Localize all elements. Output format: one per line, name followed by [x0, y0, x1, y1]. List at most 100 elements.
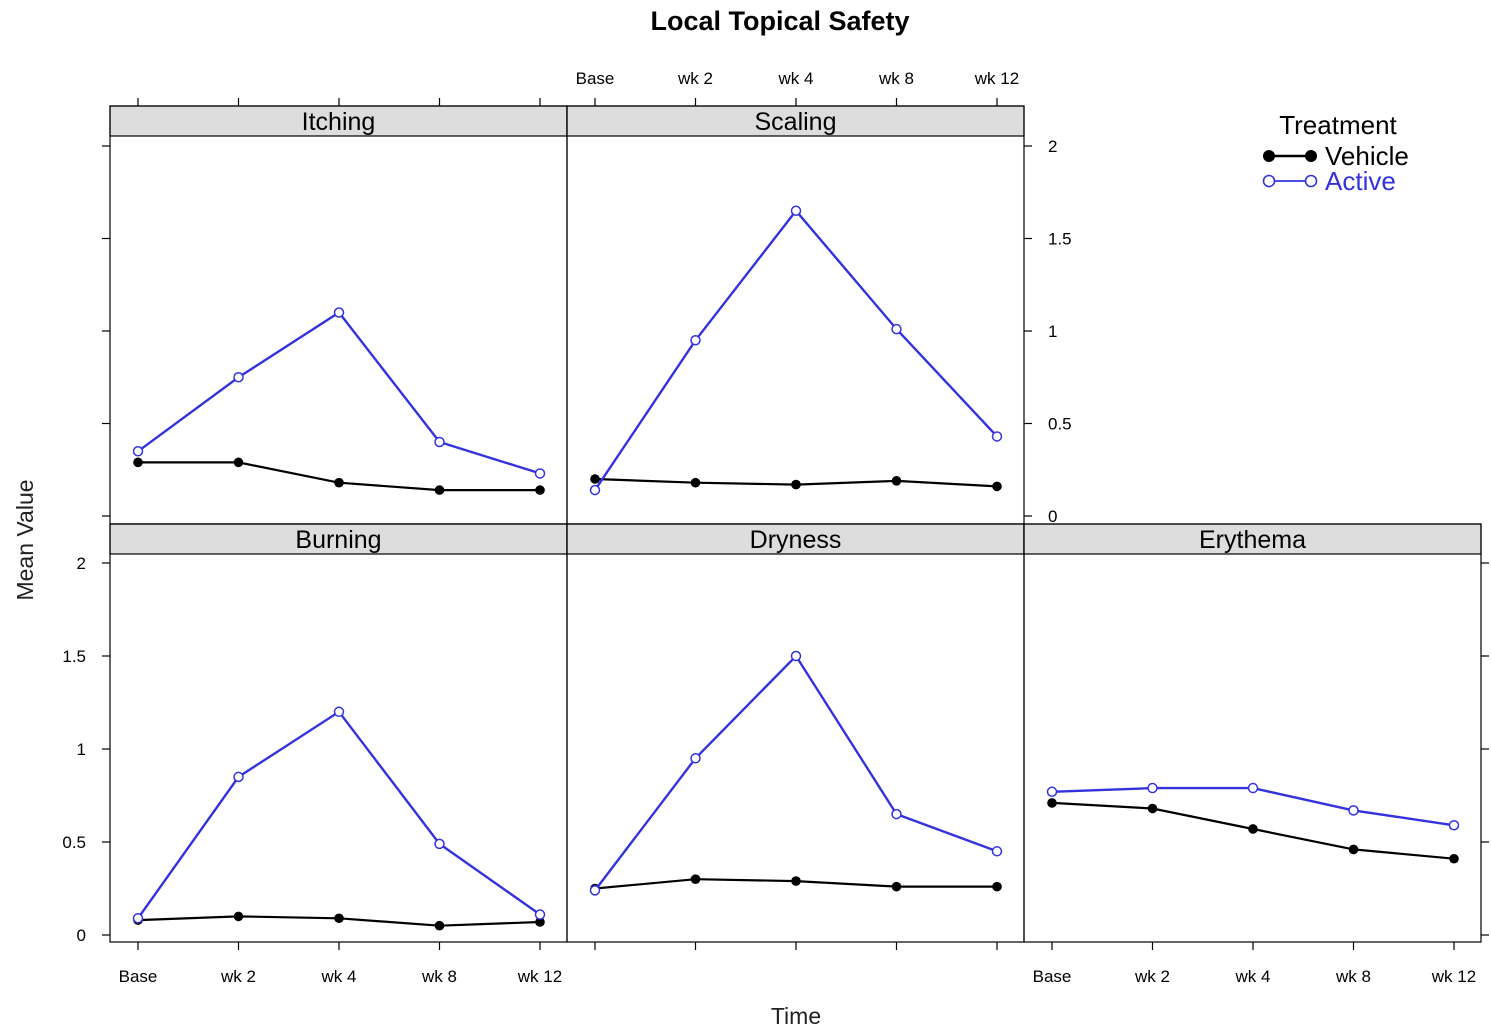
y-tick-label: 0: [1048, 507, 1057, 526]
point-active: [690, 753, 701, 764]
legend-marker: [1262, 174, 1276, 188]
x-axis-title: Time: [771, 1003, 821, 1029]
x-tick-label: Base: [576, 69, 615, 88]
legend-item-vehicle: Vehicle: [1263, 141, 1409, 171]
point-vehicle: [1348, 844, 1359, 855]
strip-itching: [109, 105, 568, 137]
point-vehicle: [891, 476, 902, 486]
chart-title: Local Topical Safety: [650, 6, 909, 36]
point-vehicle: [133, 457, 143, 468]
series-line-active: [137, 310, 541, 475]
point-active: [790, 650, 802, 662]
panel-burning: Burning: [109, 523, 568, 943]
legend-marker: [1305, 150, 1317, 162]
point-vehicle: [992, 481, 1002, 492]
point-vehicle: [590, 474, 600, 484]
point-active: [132, 913, 144, 924]
strip-label-erythema: Erythema: [1199, 526, 1306, 554]
point-vehicle: [535, 485, 545, 495]
x-tick-label: wk 8: [1335, 967, 1371, 986]
point-vehicle: [1449, 853, 1459, 864]
panel-frame: [566, 105, 1025, 525]
x-tick-label: wk 2: [220, 967, 256, 986]
point-vehicle: [233, 911, 244, 922]
y-tick-label: 1: [1048, 322, 1057, 341]
y-tick-label: 0: [77, 926, 86, 945]
point-active: [333, 307, 345, 318]
point-active: [690, 335, 701, 346]
y-tick-label: 1.5: [62, 647, 86, 666]
point-vehicle: [334, 477, 344, 488]
x-tick-label: Base: [1033, 967, 1072, 986]
point-vehicle: [791, 479, 801, 490]
axes: Base wk 2 wk 4 wk 8 wk 12 Base wk 2 wk 4 wk 8 wk …: [62, 69, 1489, 986]
point-active: [1247, 782, 1259, 794]
point-vehicle: [334, 913, 344, 924]
point-active: [132, 446, 144, 457]
x-tick-label: wk 4: [321, 967, 357, 986]
legend-marker: [1263, 150, 1275, 162]
x-tick-label: wk 12: [1431, 967, 1476, 986]
point-active: [1348, 805, 1359, 816]
legend-item-active: Active: [1262, 166, 1396, 196]
y-tick-label: 0.5: [62, 833, 86, 852]
point-vehicle: [1147, 803, 1158, 814]
point-active: [891, 808, 902, 820]
x-tick-label: wk 4: [778, 69, 814, 88]
point-active: [1046, 786, 1058, 798]
point-vehicle: [891, 881, 902, 892]
strip-label-burning: Burning: [295, 526, 381, 554]
legend-marker: [1304, 174, 1318, 188]
point-vehicle: [690, 477, 701, 488]
panel-frame: [109, 523, 568, 943]
series-line-active: [137, 710, 541, 919]
point-active: [534, 468, 546, 479]
point-vehicle: [992, 881, 1002, 892]
x-tick-label: wk 12: [517, 967, 562, 986]
point-vehicle: [535, 917, 545, 927]
legend-label: Active: [1325, 166, 1396, 196]
point-active: [233, 771, 244, 783]
strip-label-scaling: Scaling: [755, 108, 837, 136]
point-vehicle: [434, 920, 445, 931]
y-tick-label: 0.5: [1048, 415, 1072, 434]
x-tick-label: wk 2: [1134, 967, 1170, 986]
y-tick-label: 2: [1048, 137, 1057, 156]
x-tick-label: wk 2: [677, 69, 713, 88]
point-active: [434, 838, 445, 850]
x-tick-label: wk 12: [974, 69, 1019, 88]
point-active: [1147, 782, 1158, 794]
panel-erythema: Erythema: [1023, 523, 1482, 943]
point-active: [589, 484, 601, 496]
y-tick-label: 2: [77, 554, 86, 573]
point-active: [233, 372, 244, 383]
y-tick-label: 1: [77, 740, 86, 759]
point-active: [790, 205, 802, 216]
x-tick-label: wk 8: [421, 967, 457, 986]
point-vehicle: [233, 457, 244, 468]
x-tick-label: wk 8: [878, 69, 914, 88]
x-tick-label: Base: [119, 967, 158, 986]
point-active: [891, 323, 902, 335]
point-vehicle: [434, 485, 445, 495]
point-active: [991, 846, 1003, 857]
panel-frame: [1023, 523, 1482, 943]
panel-scaling: Scaling: [566, 105, 1025, 525]
y-tick-label: 1.5: [1048, 230, 1072, 249]
point-vehicle: [791, 876, 801, 886]
strip-label-itching: Itching: [302, 108, 376, 136]
point-active: [333, 706, 345, 718]
point-active: [534, 909, 546, 920]
point-vehicle: [1047, 798, 1057, 808]
legend-label: Vehicle: [1325, 141, 1409, 171]
point-active: [991, 431, 1003, 442]
panel-itching: Itching: [109, 105, 568, 525]
point-active: [1448, 820, 1460, 831]
strip-burning: [109, 523, 568, 555]
x-tick-label: wk 4: [1235, 967, 1271, 986]
point-vehicle: [1248, 824, 1258, 834]
point-active: [434, 436, 445, 448]
